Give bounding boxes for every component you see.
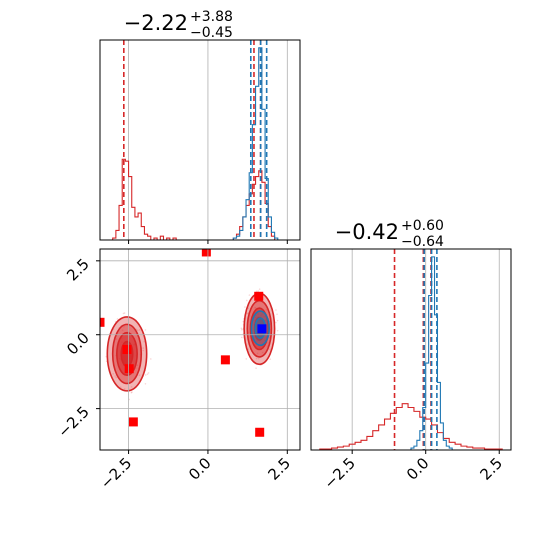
joint-scatter-point xyxy=(146,373,149,375)
joint-scatter-point xyxy=(115,376,117,379)
joint-scatter-point xyxy=(150,358,152,360)
marginal-y-title-value: −0.42 xyxy=(335,220,399,244)
joint-scatter-point xyxy=(144,374,147,376)
joint-scatter-point xyxy=(240,327,243,330)
joint-scatter-point xyxy=(248,294,251,296)
marginal-x-hist-series-0 xyxy=(112,158,276,241)
marginal-x-title-plus: +3.88 xyxy=(190,9,233,25)
joint-scatter-point xyxy=(269,348,271,350)
joint-red-marker xyxy=(122,345,132,354)
joint-blue-marker xyxy=(257,324,267,334)
joint-scatter-point xyxy=(241,328,243,331)
joint-scatter-point xyxy=(265,308,268,311)
joint-scatter-point xyxy=(142,349,145,352)
joint-scatter-point xyxy=(144,329,147,331)
joint-scatter-point xyxy=(254,306,256,309)
joint-scatter-point xyxy=(136,329,139,332)
marginal-x-frame xyxy=(99,39,301,241)
joint-scatter-point xyxy=(261,351,264,354)
joint-red-marker xyxy=(220,355,230,365)
marginal-x-title-minus: −0.45 xyxy=(190,25,233,41)
joint-red-marker xyxy=(124,364,134,374)
joint-scatter-point xyxy=(121,329,124,332)
marginal-x-title: −2.22 +3.88−0.45 xyxy=(124,9,233,41)
joint-scatter-point xyxy=(147,372,150,374)
joint-x-tick-label: −2.5 xyxy=(97,454,135,492)
joint-scatter-point xyxy=(122,312,125,315)
joint-scatter-point xyxy=(247,307,250,310)
marginal-x-hist-series-1 xyxy=(232,47,279,240)
joint-scatter-point xyxy=(136,364,139,367)
joint-y-tick-label: 2.5 xyxy=(63,255,93,285)
joint-red-marker xyxy=(255,427,265,437)
marginal-y-title-plus: +0.60 xyxy=(401,218,444,234)
joint-scatter-point xyxy=(114,375,116,377)
joint-scatter-point xyxy=(119,386,122,388)
joint-scatter-point xyxy=(138,329,141,331)
joint-scatter-point xyxy=(256,352,259,355)
joint-scatter-point xyxy=(144,382,147,385)
marginal-x-title-value: −2.22 xyxy=(124,11,188,35)
joint-red-marker xyxy=(254,291,264,301)
joint-scatter-point xyxy=(258,288,261,290)
joint-scatter-point xyxy=(276,319,279,322)
joint-scatter-point xyxy=(255,357,258,360)
marginal-y-x-tick-label: 2.5 xyxy=(476,454,506,484)
joint-scatter-point xyxy=(123,312,126,314)
joint-scatter-point xyxy=(143,340,146,343)
joint-scatter-point xyxy=(257,357,260,360)
joint-plot-area xyxy=(100,249,279,437)
joint-red-marker xyxy=(201,249,211,257)
joint-x-tick-label: 2.5 xyxy=(265,454,295,484)
joint-frame xyxy=(99,248,301,451)
joint-scatter-point xyxy=(257,290,259,292)
joint-scatter-point xyxy=(130,386,133,388)
joint-red-marker xyxy=(128,417,138,427)
joint-scatter-point xyxy=(138,374,141,377)
joint-scatter-point xyxy=(255,367,257,369)
marginal-y-title: −0.42 +0.60−0.64 xyxy=(335,218,444,250)
joint-scatter-point xyxy=(112,373,115,375)
joint-scatter-point xyxy=(116,318,119,320)
joint-scatter-point xyxy=(246,312,249,315)
joint-scatter-point xyxy=(142,347,145,349)
joint-scatter-point xyxy=(276,313,278,316)
joint-scatter-point xyxy=(268,337,271,339)
marginal-y-x-tick-label: −2.5 xyxy=(321,454,359,492)
marginal-y-frame xyxy=(310,248,512,451)
joint-scatter-point xyxy=(124,388,126,390)
joint-scatter-point xyxy=(247,348,250,351)
joint-scatter-point xyxy=(244,306,246,308)
joint-scatter-point xyxy=(123,325,125,328)
joint-scatter-point xyxy=(131,391,133,393)
joint-x-tick-label: 0.0 xyxy=(185,454,215,484)
marginal-y-x-tick-label: 0.0 xyxy=(403,454,433,484)
joint-scatter-point xyxy=(275,309,277,311)
joint-scatter-point xyxy=(267,342,270,344)
joint-scatter-point xyxy=(240,336,243,339)
joint-scatter-point xyxy=(276,329,279,332)
joint-scatter-point xyxy=(130,391,133,394)
marginal-y-title-minus: −0.64 xyxy=(401,234,444,250)
joint-y-tick-label: −2.5 xyxy=(54,403,92,441)
joint-scatter-point xyxy=(115,338,118,340)
joint-scatter-point xyxy=(255,290,258,293)
joint-scatter-point xyxy=(269,358,272,360)
marginal-y-hist-series-0 xyxy=(319,403,503,450)
joint-scatter-point xyxy=(245,299,248,302)
joint-scatter-point xyxy=(275,321,277,324)
joint-y-tick-label: 0.0 xyxy=(63,329,93,359)
joint-scatter-point xyxy=(245,358,248,360)
joint-red-marker xyxy=(100,317,105,327)
